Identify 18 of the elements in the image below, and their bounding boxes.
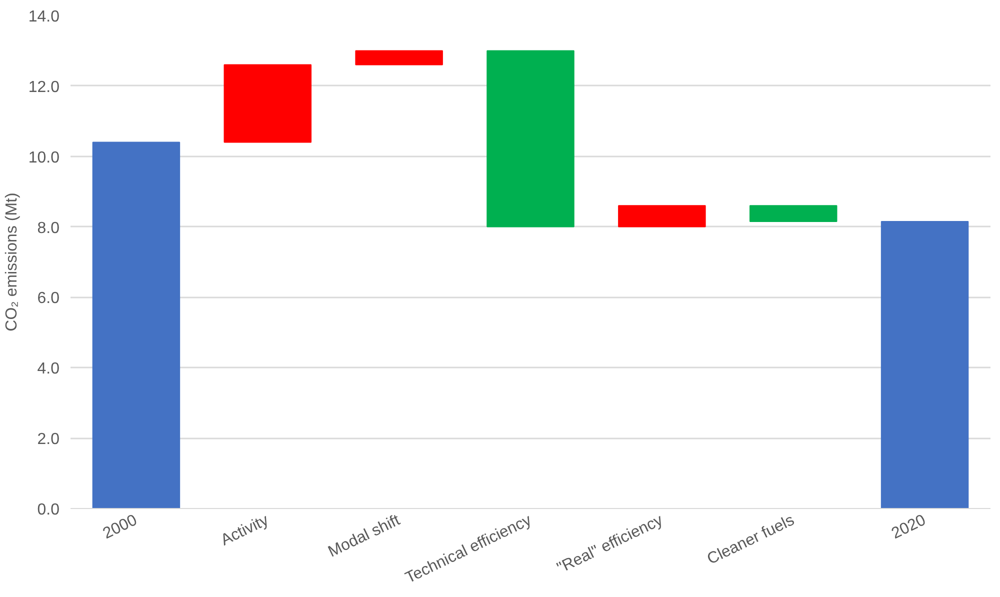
bar — [880, 221, 969, 508]
y-tick-label: 4.0 — [37, 360, 60, 378]
y-axis-title: CO₂ emissions (Mt) — [3, 192, 20, 332]
y-tick-label: 12.0 — [28, 78, 60, 96]
bar — [486, 50, 574, 228]
bar — [92, 142, 180, 508]
x-tick-label: 2000 — [100, 512, 140, 543]
bar — [618, 205, 706, 228]
bar — [224, 64, 312, 143]
y-tick-label: 2.0 — [37, 431, 60, 448]
y-tick-label: 8.0 — [37, 220, 60, 237]
y-tick-label: 0.0 — [37, 502, 60, 518]
y-tick-label: 14.0 — [28, 8, 60, 26]
bar — [355, 50, 443, 66]
bar — [749, 205, 838, 222]
x-tick-label: 2020 — [889, 512, 929, 543]
y-tick-label: 6.0 — [37, 290, 60, 308]
y-tick-label: 10.0 — [28, 149, 60, 166]
